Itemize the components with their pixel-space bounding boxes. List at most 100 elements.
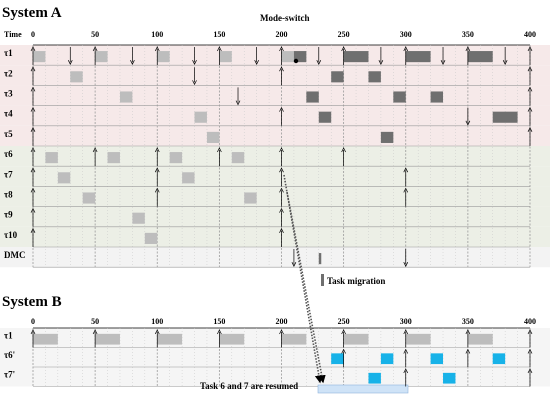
sys-a-job-bar (306, 91, 319, 103)
sys-a-tick-label: 50 (91, 30, 99, 39)
sys-a-release-arrow-head (154, 46, 160, 52)
sys-a-row-band (0, 85, 550, 106)
sys-a-release-arrow-head (279, 207, 284, 213)
sys-b-release-arrow-head (465, 329, 471, 335)
sys-a-release-arrow-head (341, 46, 346, 52)
sys-a-release-arrow-head (30, 106, 36, 112)
sys-b-release-arrow-head (403, 348, 409, 354)
sys-a-release-arrow-head (92, 46, 98, 52)
sys-a-job-bar (318, 111, 332, 123)
sys-a-tick-label: 300 (400, 30, 412, 39)
sys-a-deadline-arrow-head (316, 60, 322, 65)
sys-b-release-arrow-head (341, 348, 346, 354)
sys-b-row-label: τ1 (4, 331, 13, 341)
sys-a-release-arrow-head (527, 66, 533, 72)
system-a-tick-labels: 0 50 100 150 200 250 300 350 400 (31, 30, 536, 39)
sys-b-job-bar (380, 353, 394, 365)
sys-a-deadline-arrow-head (440, 60, 446, 65)
sys-a-job-bar (331, 71, 344, 83)
sys-b-release-arrow-head (527, 368, 533, 374)
sys-b-job-bar (430, 353, 444, 365)
task-migration-label: Task migration (327, 276, 385, 286)
sys-b-job-bar (405, 333, 431, 345)
sys-a-release-arrow-head (30, 187, 36, 193)
sys-a-job-bar (467, 51, 493, 63)
sys-a-job-bar (182, 172, 195, 184)
sys-a-tick-label: 100 (151, 30, 163, 39)
sys-b-tick-label: 50 (91, 317, 99, 326)
sys-a-job-bar (281, 51, 294, 63)
sys-a-release-arrow-head (403, 167, 409, 173)
resume-highlight-bar (317, 384, 409, 394)
sys-a-deadline-arrow-head (235, 100, 241, 106)
sys-a-row-band (0, 146, 550, 167)
sys-a-row-label: τ8 (4, 190, 13, 200)
sys-a-release-arrow-head (30, 46, 36, 52)
sys-a-deadline-arrow-head (192, 80, 197, 86)
sys-a-release-arrow-head (279, 66, 284, 72)
sys-a-row-label: τ7 (4, 169, 13, 179)
system-a-arrows (30, 46, 533, 267)
sys-b-row-band (0, 347, 550, 367)
sys-a-release-arrow-head (527, 127, 533, 132)
sys-a-job-bar (293, 51, 307, 63)
sys-a-tick-label: 0 (31, 30, 35, 39)
sys-a-row-label: τ6 (4, 149, 13, 159)
sys-a-release-arrow-head (217, 147, 222, 153)
sys-b-release-arrow-head (217, 329, 222, 335)
sys-a-deadline-arrow-head (192, 60, 197, 65)
sys-b-job-bar (467, 333, 493, 345)
sys-a-job-bar (206, 131, 220, 143)
sys-a-job-bar (219, 51, 232, 63)
mode-switch-dot (293, 58, 299, 64)
sys-a-job-bar (107, 152, 120, 164)
sys-a-release-arrow-head (279, 167, 284, 173)
sys-a-release-arrow-head (527, 86, 533, 92)
sys-a-row-band (0, 105, 550, 126)
sys-a-row-band (0, 125, 550, 146)
system-b-row-labels: τ1 τ6' τ7' (4, 331, 15, 380)
sys-a-job-bar (231, 152, 245, 164)
sys-b-tick-label: 100 (151, 317, 163, 326)
sys-b-job-bar (343, 333, 369, 345)
sys-a-job-bar (244, 192, 257, 204)
sys-b-tick-label: 200 (276, 317, 288, 326)
sys-a-row-band (0, 186, 550, 207)
sys-a-row-band (0, 247, 550, 268)
system-b-arrows (30, 329, 533, 387)
sys-b-release-arrow-head (92, 329, 98, 335)
sys-b-release-arrow-head (527, 329, 533, 335)
sys-a-deadline-arrow-head (502, 60, 508, 65)
sys-a-release-arrow-head (465, 46, 471, 52)
sys-b-release-arrow-head (279, 329, 284, 335)
migration-arrow-tau7 (286, 191, 326, 384)
sys-a-release-arrow-head (30, 86, 36, 92)
sys-b-release-arrow-head (465, 348, 471, 354)
sys-a-row-label: τ2 (4, 68, 13, 78)
sys-b-job-bar (492, 353, 506, 365)
system-b-tick-labels: 0 50 100 150 200 250 300 350 400 (31, 317, 536, 326)
sys-b-job-bar (331, 353, 344, 365)
sys-a-release-arrow-head (527, 106, 533, 112)
sys-b-job-bar (33, 333, 58, 345)
migration-arrow-tau6 (283, 174, 323, 384)
sys-a-job-bar (119, 91, 133, 103)
sys-a-row-label: τ9 (4, 210, 13, 220)
sys-a-release-arrow-head (30, 66, 36, 72)
sys-a-deadline-arrow-head (67, 60, 73, 65)
sys-a-release-arrow-head (30, 147, 36, 153)
sys-a-release-arrow-head (279, 147, 284, 153)
sys-a-deadline-arrow-head (291, 262, 297, 267)
sys-a-job-bar (430, 91, 444, 103)
sys-a-job-bar (318, 253, 322, 265)
sys-a-release-arrow-head (154, 147, 160, 153)
sys-a-release-arrow-head (279, 228, 284, 233)
sys-a-job-bar (95, 51, 108, 63)
sys-a-release-arrow-head (403, 187, 409, 193)
sys-a-release-arrow-head (154, 167, 160, 173)
system-a-row-bands (0, 45, 550, 268)
system-b-title: System B (2, 294, 62, 310)
sys-b-row-label: τ7' (4, 370, 15, 380)
sys-a-row-label: DMC (4, 250, 26, 260)
